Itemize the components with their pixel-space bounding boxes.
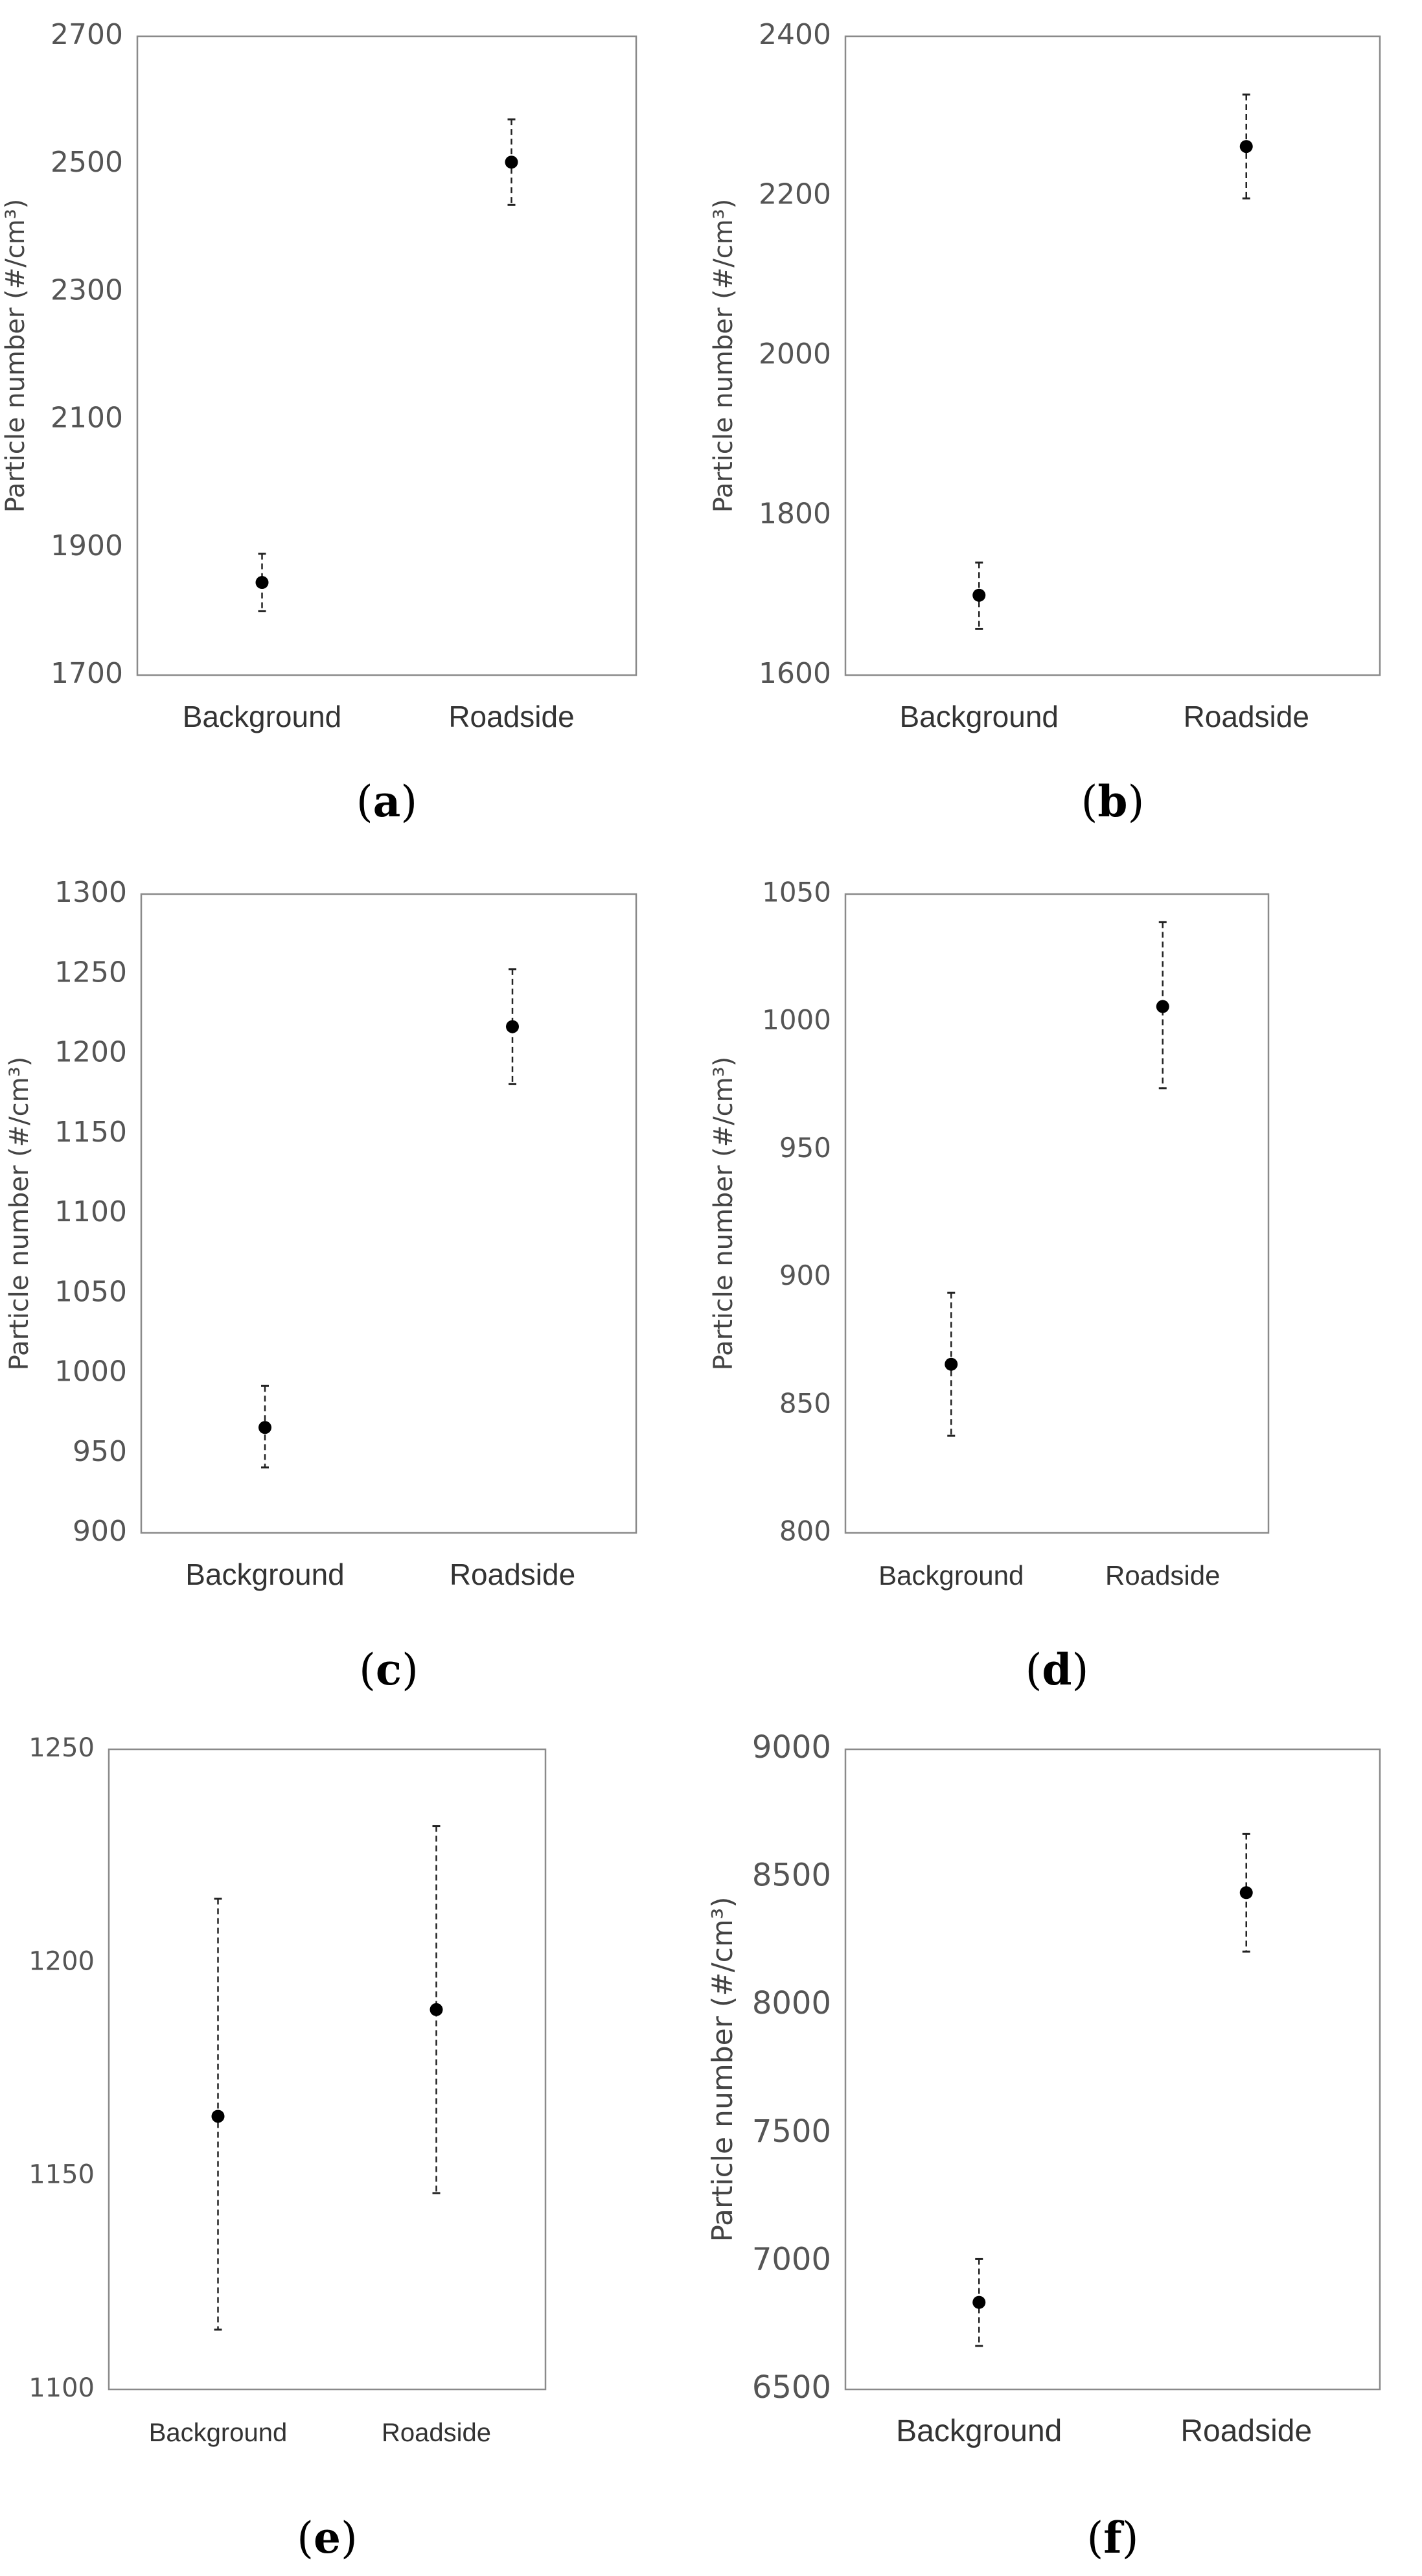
chart-panel-b: 1600 1800 2000 2200 2400 Particle number (#/c… xyxy=(709,18,1381,827)
chart-panel-f: 6500 7000 7500 8000 8500 9000 Particle number … xyxy=(706,1729,1381,2563)
y-tick-label: 850 xyxy=(779,1387,831,1419)
x-category-label: Background xyxy=(149,2419,287,2447)
panel-caption: (e) xyxy=(297,2513,358,2563)
data-point xyxy=(972,588,986,602)
y-tick-label: 6500 xyxy=(752,2369,831,2406)
y-tick-label: 2500 xyxy=(51,146,123,179)
y-axis-label: Particle number (#/cm³) xyxy=(5,1057,34,1371)
x-category-label: Roadside xyxy=(1180,2414,1312,2448)
panel-caption: (c) xyxy=(359,1644,419,1695)
y-tick-label: 7000 xyxy=(752,2241,831,2277)
y-tick-label: 1050 xyxy=(54,1275,127,1308)
data-point xyxy=(258,1421,271,1434)
y-tick-label: 1150 xyxy=(29,2160,95,2190)
x-category-label: Background xyxy=(183,700,342,733)
y-tick-label: 1300 xyxy=(54,876,127,909)
y-tick-label: 950 xyxy=(73,1435,127,1468)
plot-frame xyxy=(140,893,637,1534)
data-point xyxy=(972,2295,986,2309)
y-tick-label: 2100 xyxy=(51,402,123,435)
x-category-label: Roadside xyxy=(1105,1560,1220,1591)
y-tick-label: 7500 xyxy=(752,2113,831,2150)
y-tick-label: 1200 xyxy=(29,1946,95,1976)
chart-panel-c: 900 950 1000 1050 1100 1150 1200 1250 1300 Partic… xyxy=(5,876,637,1695)
y-tick-label: 8500 xyxy=(752,1857,831,1894)
chart-panel-a: 1700 1900 2100 2300 2500 2700 Particle number … xyxy=(1,18,637,827)
y-tick-label: 2000 xyxy=(759,338,831,371)
data-point xyxy=(211,2110,225,2123)
data-point xyxy=(1156,1000,1169,1013)
data-point xyxy=(506,1020,519,1033)
y-tick-label: 1100 xyxy=(29,2373,95,2403)
plot-frame xyxy=(108,1748,547,2391)
y-tick-label: 800 xyxy=(779,1515,831,1547)
y-tick-label: 900 xyxy=(73,1515,127,1548)
plot-frame xyxy=(844,893,1270,1534)
y-tick-label: 1200 xyxy=(54,1036,127,1069)
chart-panel-d: 800 850 900 950 1000 1050 Particle number (#/c… xyxy=(709,877,1270,1695)
y-tick-label: 950 xyxy=(779,1132,831,1164)
x-category-label: Background xyxy=(185,1558,345,1591)
y-tick-label: 2300 xyxy=(51,273,123,306)
y-tick-label: 8000 xyxy=(752,1985,831,2021)
chart-panel-e: 1100 1150 1200 1250 Particle number (#/cm³) B… xyxy=(0,1733,547,2563)
x-category-label: Roadside xyxy=(382,2419,491,2447)
x-category-label: Background xyxy=(900,700,1059,733)
y-tick-label: 1900 xyxy=(51,529,123,562)
data-point xyxy=(1239,140,1253,154)
y-tick-label: 900 xyxy=(779,1259,831,1291)
y-tick-label: 9000 xyxy=(752,1729,831,1765)
x-category-label: Roadside xyxy=(448,700,574,733)
y-axis-label: Particle number (#/cm³) xyxy=(709,199,739,513)
y-tick-label: 2700 xyxy=(51,18,123,51)
data-point xyxy=(505,155,518,169)
data-point xyxy=(255,576,269,590)
panel-caption: (d) xyxy=(1026,1644,1089,1695)
y-axis-label: Particle number (#/cm³) xyxy=(1,199,30,513)
y-tick-label: 1250 xyxy=(54,956,127,989)
data-point xyxy=(1239,1886,1253,1900)
panel-caption: (a) xyxy=(356,776,417,827)
panel-caption: (b) xyxy=(1081,776,1145,827)
y-axis-label: Particle number (#/cm³) xyxy=(709,1057,739,1371)
y-axis-label: Particle number (#/cm³) xyxy=(0,1920,1,2218)
y-axis-label: Particle number (#/cm³) xyxy=(706,1897,739,2242)
y-tick-label: 1250 xyxy=(29,1733,95,1763)
plot-frame xyxy=(136,35,637,676)
y-tick-label: 1100 xyxy=(54,1195,127,1228)
x-category-label: Background xyxy=(878,1560,1024,1591)
data-point xyxy=(945,1357,958,1371)
plot-frame xyxy=(844,35,1381,676)
y-tick-label: 1600 xyxy=(759,657,831,690)
y-tick-label: 1050 xyxy=(762,877,831,908)
y-tick-label: 2400 xyxy=(759,18,831,51)
x-category-label: Roadside xyxy=(1184,700,1309,733)
y-tick-label: 1700 xyxy=(51,657,123,690)
y-tick-label: 2200 xyxy=(759,178,831,211)
y-tick-label: 1150 xyxy=(54,1116,127,1149)
y-tick-label: 1000 xyxy=(54,1355,127,1388)
x-category-label: Background xyxy=(896,2414,1062,2448)
data-point xyxy=(430,2003,443,2016)
panel-caption: (f) xyxy=(1087,2513,1139,2563)
y-tick-label: 1000 xyxy=(762,1004,831,1036)
plot-frame xyxy=(844,1748,1381,2391)
x-category-label: Roadside xyxy=(450,1558,575,1591)
y-tick-label: 1800 xyxy=(759,498,831,531)
